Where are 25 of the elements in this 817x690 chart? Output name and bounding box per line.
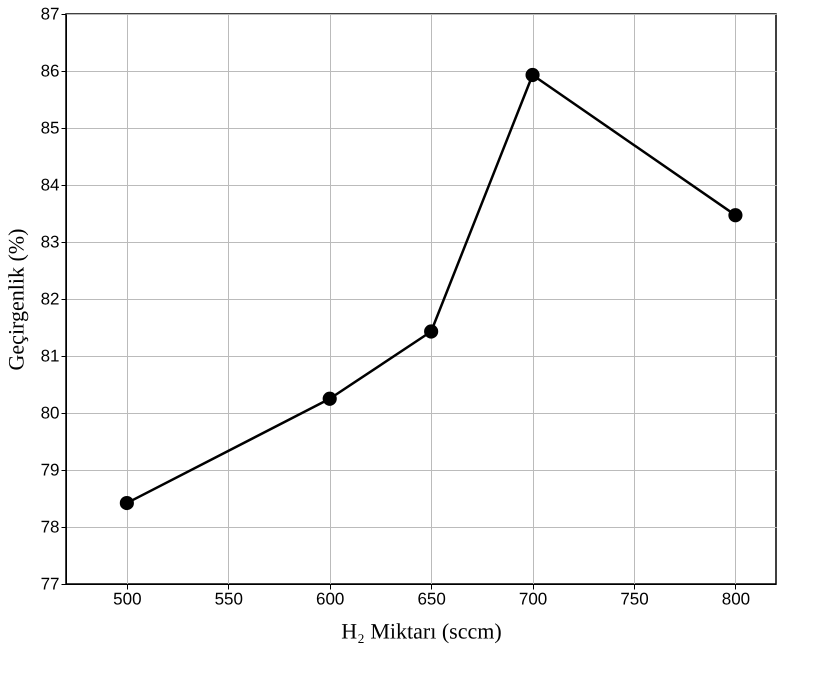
y-tick-label: 84 — [40, 176, 60, 194]
y-axis-title: Geçirgenlik (%) — [4, 228, 29, 370]
y-tick-label: 83 — [40, 232, 60, 252]
x-tick-label: 600 — [316, 590, 344, 608]
x-tick-label: 500 — [113, 590, 142, 608]
x-tick-label: 650 — [417, 590, 446, 608]
y-tick-label: 82 — [40, 290, 60, 308]
point — [526, 68, 540, 82]
y-tick-label: 80 — [40, 404, 60, 422]
x-axis-title: H₂ Miktarı (sccm) — [341, 618, 502, 644]
point — [728, 208, 742, 222]
x-tick-label: 550 — [214, 590, 243, 608]
x-tick-label: 800 — [722, 590, 750, 608]
y-tick-label: 86 — [40, 62, 60, 80]
y-tick-label: 77 — [40, 574, 60, 594]
x-tick-label: 700 — [518, 590, 548, 608]
y-tick-label: 79 — [40, 460, 60, 480]
y-tick-label: 85 — [40, 118, 60, 138]
y-tick-label: 87 — [40, 4, 60, 24]
y-tick-label: 78 — [40, 518, 60, 536]
point — [322, 392, 337, 406]
y-tick-label: 81 — [40, 346, 60, 366]
point — [120, 496, 134, 510]
x-tick-label: 750 — [620, 590, 649, 608]
point — [424, 324, 438, 339]
